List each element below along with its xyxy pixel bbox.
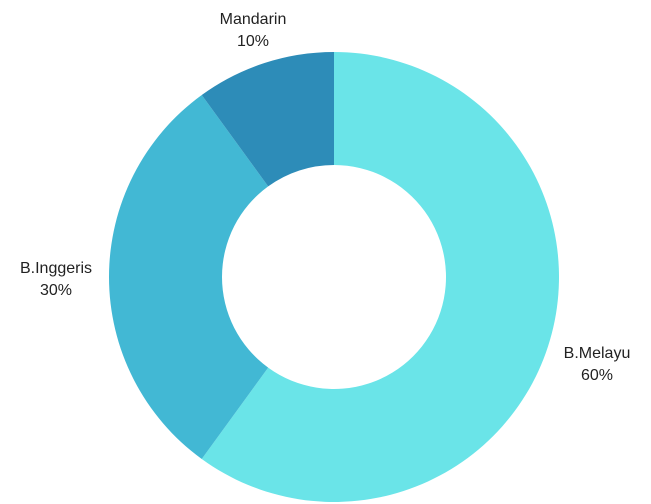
slice-label-b-melayu: B.Melayu 60%: [564, 343, 631, 387]
slice-value: 10%: [236, 33, 270, 50]
donut-slice-mandarin: [201, 52, 334, 187]
slice-label-mandarin: Mandarin 10%: [220, 9, 287, 53]
donut-slice-b-melayu: [201, 52, 559, 502]
slice-label-b-inggeris: B.Inggeris 30%: [20, 258, 92, 302]
slice-value: 30%: [39, 282, 73, 299]
slice-name: B.Inggeris: [19, 260, 93, 277]
donut-slice-b-inggeris: [109, 94, 269, 460]
slice-value: 60%: [580, 367, 614, 384]
slice-name: Mandarin: [219, 11, 287, 28]
slice-name: B.Melayu: [563, 345, 631, 362]
